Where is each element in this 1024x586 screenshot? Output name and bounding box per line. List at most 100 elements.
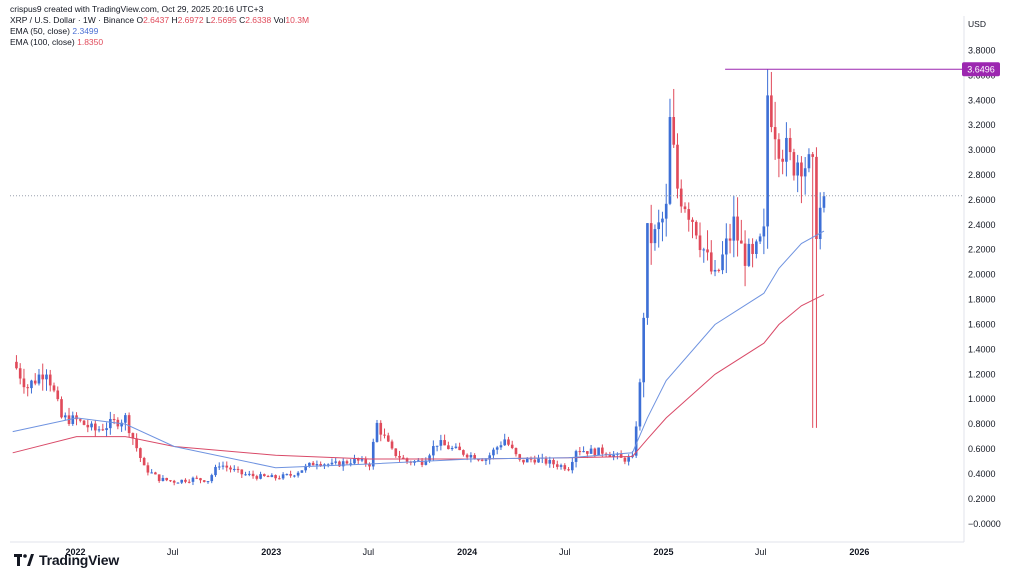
tradingview-footer[interactable]: TradingView — [14, 552, 119, 568]
y-tick-label: 0.2000 — [968, 494, 996, 504]
y-tick-label: 2.4000 — [968, 220, 996, 230]
candle-body — [465, 454, 469, 458]
candle-body — [450, 447, 454, 450]
candle-body — [386, 435, 390, 442]
candle-body — [420, 460, 424, 465]
candle-body — [563, 465, 567, 470]
candle-body — [477, 459, 480, 461]
candle-body — [529, 458, 533, 460]
candle-body — [37, 374, 41, 384]
candle-body — [488, 455, 491, 460]
candle-body — [687, 209, 691, 220]
ema100-line — [12, 294, 825, 460]
candle-body — [180, 479, 184, 483]
candle-body — [236, 468, 240, 470]
candle-body — [803, 168, 807, 177]
candle-body — [428, 455, 431, 461]
candle-body — [330, 462, 334, 465]
x-tick-label: Jul — [363, 547, 375, 557]
candle-body — [638, 382, 642, 427]
candle-body — [766, 95, 769, 227]
y-tick-label: 3.2000 — [968, 120, 996, 130]
candle-body — [293, 475, 296, 477]
candle-body — [672, 117, 676, 145]
ema50-legend[interactable]: EMA (50, close) 2.3499 — [10, 26, 98, 37]
candle-body — [582, 451, 585, 453]
ema50-value: 2.3499 — [72, 26, 99, 36]
ema100-value: 1.8350 — [77, 37, 104, 47]
y-tick-label: 2.2000 — [968, 245, 996, 255]
candle-body — [22, 378, 26, 388]
candle-body — [702, 249, 706, 251]
candle-body — [698, 235, 702, 251]
candle-body — [338, 461, 341, 467]
candle-body — [743, 243, 747, 266]
candle-body — [289, 474, 292, 476]
candle-body — [518, 454, 522, 460]
candle-body — [33, 380, 37, 384]
candle-body — [649, 223, 653, 244]
candle-body — [792, 152, 796, 176]
y-tick-label: 1.8000 — [968, 295, 996, 305]
candle-body — [818, 207, 822, 240]
ema100-legend[interactable]: EMA (100, close) 1.8350 — [10, 37, 103, 48]
candle-body — [214, 466, 217, 476]
x-tick-label: 2024 — [457, 547, 477, 557]
tradingview-logo-icon — [14, 554, 34, 566]
candle-body — [296, 472, 300, 476]
candle-body — [304, 465, 307, 471]
candle-body — [424, 460, 428, 465]
candle-body — [728, 238, 732, 241]
x-tick-label: Jul — [755, 547, 767, 557]
candle-body — [589, 448, 593, 454]
candle-body — [552, 460, 555, 465]
candle-body — [706, 249, 709, 253]
candle-body — [762, 226, 766, 237]
candle-body — [247, 473, 251, 475]
candle-body — [379, 422, 383, 435]
symbol-name: XRP / U.S. Dollar · 1W · Binance — [10, 15, 135, 25]
candle-body — [559, 465, 563, 467]
close-value: 2.6338 — [245, 15, 272, 25]
candle-body — [495, 447, 499, 450]
y-tick-label: 3.0000 — [968, 145, 996, 155]
candle-body — [120, 422, 123, 427]
candle-body — [664, 203, 668, 219]
candle-body — [499, 445, 503, 448]
y-tick-label: 2.8000 — [968, 170, 996, 180]
candle-body — [210, 475, 214, 482]
candle-body — [56, 390, 60, 400]
candle-body — [800, 162, 803, 177]
candle-body — [356, 458, 360, 461]
candle-body — [255, 476, 259, 479]
candle-body — [657, 222, 661, 230]
candle-body — [492, 449, 495, 456]
candle-body — [45, 374, 48, 380]
candle-body — [683, 206, 687, 210]
candle-body — [71, 415, 75, 424]
candle-body — [597, 447, 600, 456]
currency-label: USD — [968, 19, 986, 29]
ema100-label: EMA (100, close) — [10, 37, 75, 47]
candle-body — [90, 423, 93, 428]
candle-body — [567, 469, 570, 471]
candle-body — [601, 447, 604, 454]
candle-body — [777, 139, 781, 159]
candle-body — [390, 441, 394, 449]
candle-body — [368, 464, 371, 467]
candle-body — [146, 465, 150, 473]
candle-body — [375, 422, 379, 442]
candle-body — [574, 451, 578, 462]
candle-body — [811, 154, 815, 157]
candle-body — [341, 461, 345, 467]
x-tick-label: 2022 — [65, 547, 85, 557]
candle-body — [634, 426, 638, 456]
candle-body — [608, 454, 612, 457]
candle-body — [510, 444, 514, 449]
candle-body — [447, 445, 450, 450]
candle-body — [619, 453, 623, 458]
y-tick-label: 3.4000 — [968, 95, 996, 105]
candle-body — [694, 221, 698, 236]
candle-body — [788, 137, 792, 153]
